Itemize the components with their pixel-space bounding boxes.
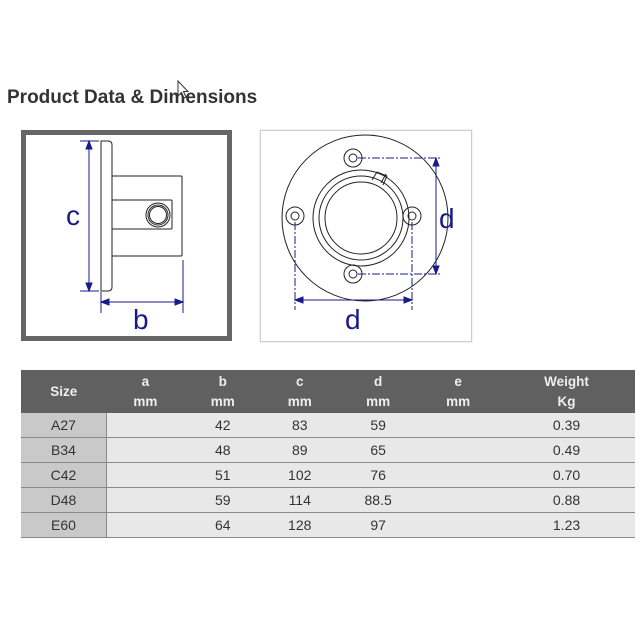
size-cell: C42	[21, 462, 107, 488]
value-cell: 1.23	[498, 512, 635, 538]
value-cell	[418, 437, 499, 463]
column-header-name: d	[374, 373, 383, 389]
dimension-label-d-vertical: d	[439, 203, 455, 234]
value-cell	[106, 413, 185, 438]
flange-plate	[100, 140, 113, 292]
value-cell	[418, 413, 499, 438]
column-header-name: c	[295, 373, 304, 389]
bolt-holes	[285, 148, 422, 284]
column-header: Size	[21, 370, 107, 413]
value-cell: 51	[184, 462, 262, 488]
value-cell: 59	[338, 413, 419, 438]
value-cell: 65	[338, 437, 419, 463]
value-cell: 0.39	[498, 413, 635, 438]
value-cell: 48	[184, 437, 262, 463]
column-header-unit: mm	[287, 393, 312, 409]
column-header-name: a	[141, 373, 150, 389]
table-header-row: Size a mm b mm c mm d mm e mm Weight Kg	[21, 370, 635, 413]
value-cell	[418, 512, 499, 538]
column-header: e mm	[418, 370, 499, 413]
dimensions-table: Size a mm b mm c mm d mm e mm Weight Kg A27 42 83 59 0.3…	[21, 370, 635, 538]
size-cell: A27	[21, 413, 107, 438]
value-cell: 83	[261, 413, 339, 438]
value-cell	[418, 487, 499, 513]
value-cell: 76	[338, 462, 419, 488]
column-header-unit: mm	[446, 393, 471, 409]
side-view-diagram: c b	[21, 130, 232, 341]
column-header-unit: Kg	[557, 393, 576, 409]
top-view-diagram: d d	[260, 130, 472, 342]
table-row: E60 64 128 97 1.23	[21, 512, 635, 538]
column-header-unit: mm	[133, 393, 158, 409]
value-cell: 0.70	[498, 462, 635, 488]
table-row: C42 51 102 76 0.70	[21, 462, 635, 488]
table-row: B34 48 89 65 0.49	[21, 437, 635, 463]
value-cell: 88.5	[338, 487, 419, 513]
column-header: b mm	[184, 370, 262, 413]
page-title: Product Data & Dimensions	[7, 87, 258, 108]
table-row: A27 42 83 59 0.39	[21, 413, 635, 438]
size-cell: D48	[21, 487, 107, 513]
value-cell	[106, 437, 185, 463]
column-header-name: e	[454, 373, 462, 389]
value-cell	[106, 512, 185, 538]
column-header-name: Weight	[544, 373, 589, 389]
mouse-cursor-icon	[177, 80, 190, 99]
column-header-name: Size	[50, 383, 78, 399]
table-row: D48 59 114 88.5 0.88	[21, 487, 635, 513]
column-header: d mm	[338, 370, 419, 413]
socket-inner	[112, 199, 173, 230]
base-plate	[281, 134, 449, 302]
socket-body	[112, 175, 183, 257]
dimension-label-c: c	[66, 200, 80, 231]
value-cell: 64	[184, 512, 262, 538]
value-cell: 89	[261, 437, 339, 463]
column-header: c mm	[261, 370, 339, 413]
value-cell	[418, 462, 499, 488]
value-cell: 114	[261, 487, 339, 513]
dimension-label-d-horizontal: d	[345, 304, 361, 335]
dimension-label-b: b	[133, 304, 149, 335]
value-cell: 0.49	[498, 437, 635, 463]
value-cell: 42	[184, 413, 262, 438]
size-cell: E60	[21, 512, 107, 538]
value-cell	[106, 462, 185, 488]
value-cell: 0.88	[498, 487, 635, 513]
value-cell: 97	[338, 512, 419, 538]
size-cell: B34	[21, 437, 107, 463]
value-cell: 128	[261, 512, 339, 538]
column-header: Weight Kg	[498, 370, 635, 413]
column-header-name: b	[218, 373, 227, 389]
column-header-unit: mm	[366, 393, 391, 409]
value-cell	[106, 487, 185, 513]
column-header: a mm	[106, 370, 185, 413]
column-header-unit: mm	[210, 393, 235, 409]
value-cell: 102	[261, 462, 339, 488]
value-cell: 59	[184, 487, 262, 513]
